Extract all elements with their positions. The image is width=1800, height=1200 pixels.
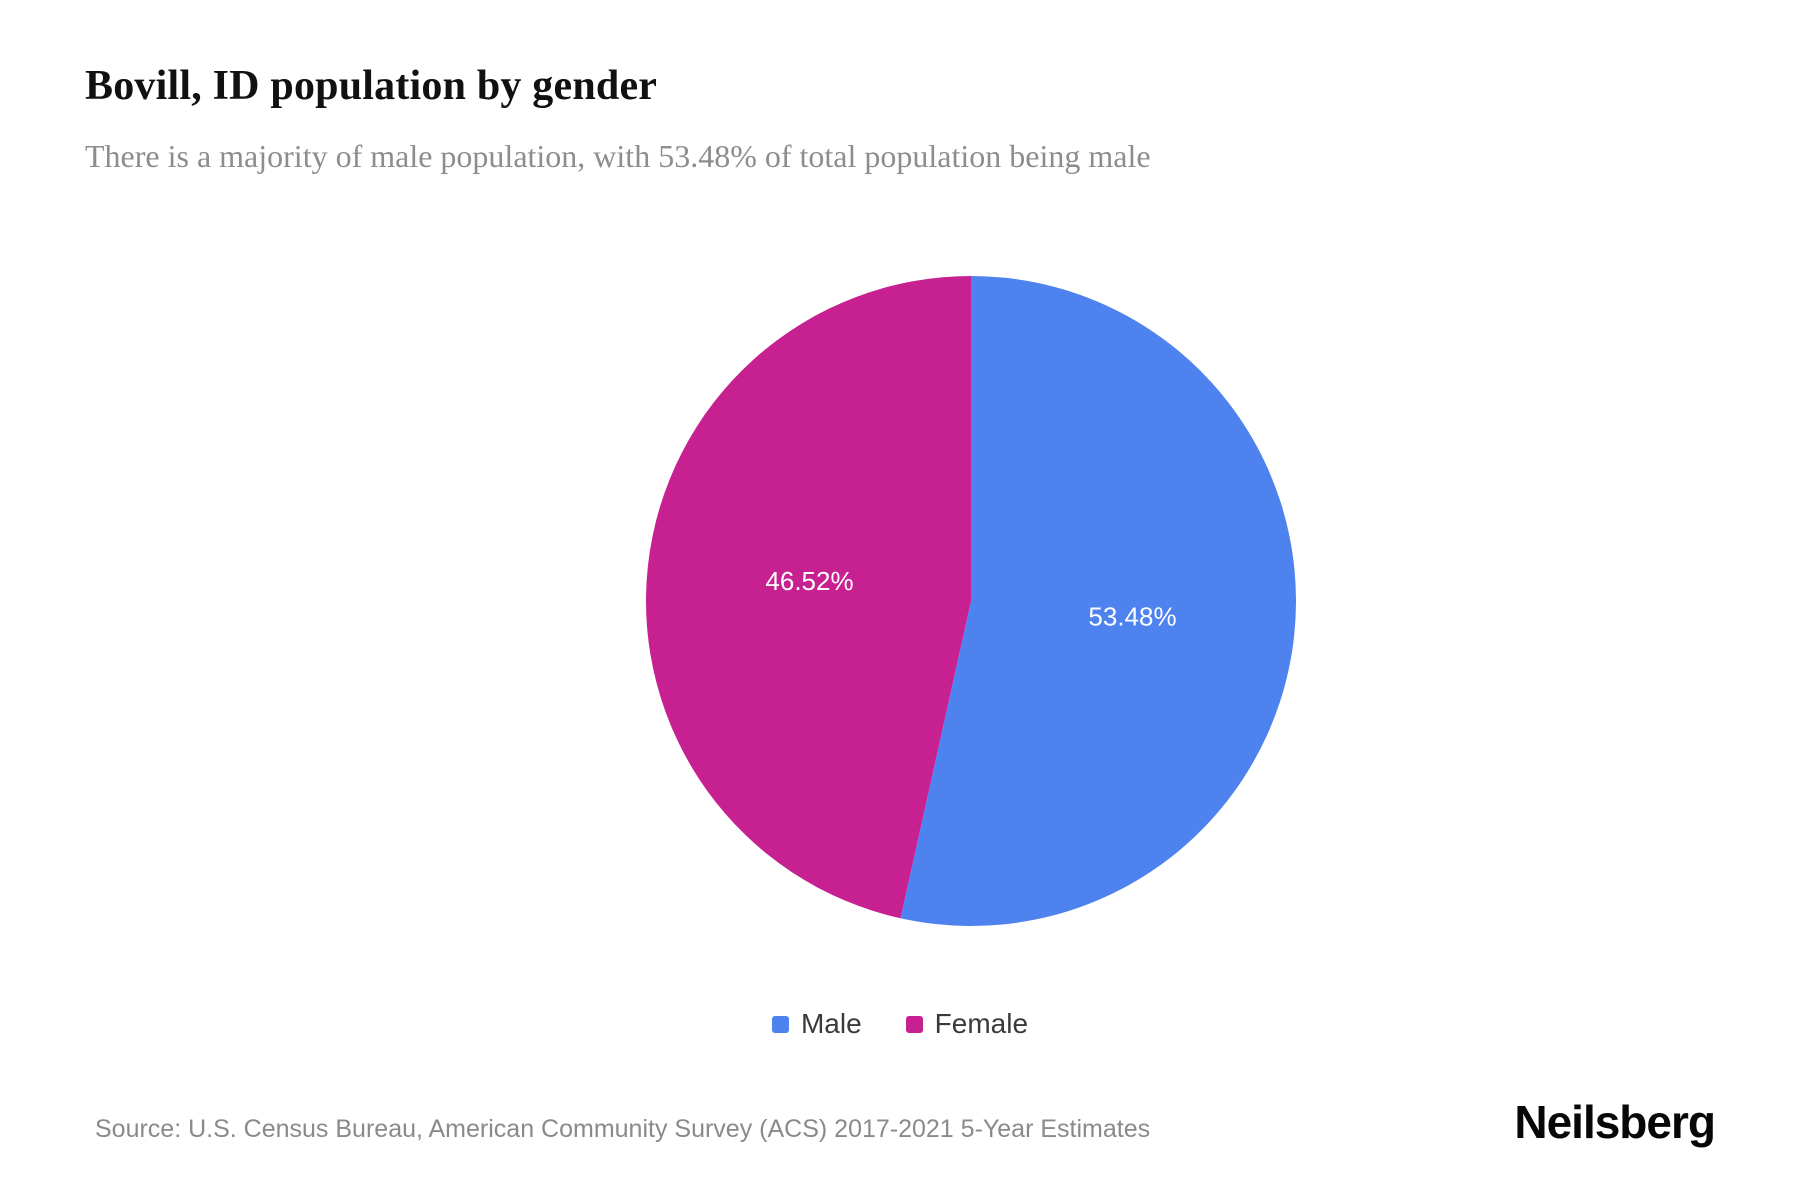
chart-subtitle: There is a majority of male population, … (85, 138, 1151, 174)
legend-label-female: Female (934, 1008, 1029, 1039)
pie-slice-female[interactable] (646, 276, 971, 919)
pie-label-male: 53.48% (1088, 602, 1176, 632)
pie-chart-svg: 53.48% 46.52% (646, 276, 1297, 926)
brand-logo: Neilsberg (1514, 1096, 1716, 1148)
legend-swatch-female (905, 1015, 923, 1033)
source-note: Source: U.S. Census Bureau, American Com… (95, 1115, 1151, 1143)
legend-item-female[interactable]: Female (905, 1008, 1029, 1040)
pie-chart: 53.48% 46.52% (596, 226, 1346, 976)
chart-legend: Male Female (0, 1008, 1800, 1040)
legend-label-male: Male (800, 1008, 862, 1039)
legend-item-male[interactable]: Male (771, 1008, 862, 1040)
legend-swatch-male (771, 1015, 789, 1033)
pie-slice-male[interactable] (900, 276, 1297, 926)
chart-title: Bovill, ID population by gender (85, 63, 658, 109)
pie-label-female: 46.52% (765, 566, 853, 596)
